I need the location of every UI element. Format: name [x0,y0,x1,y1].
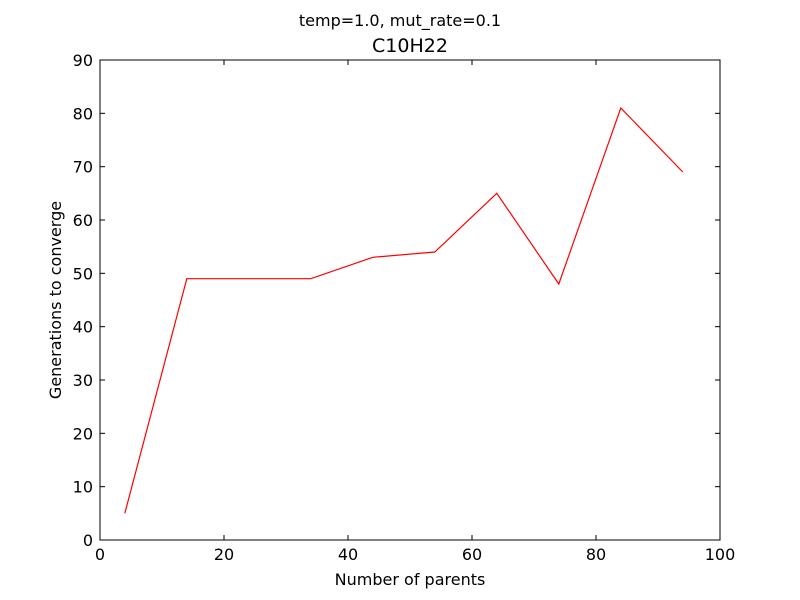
x-axis-label: Number of parents [335,570,486,589]
series-line [124,106,684,514]
y-tick-label: 40 [73,318,93,337]
chart-title: C10H22 [372,35,448,57]
y-axis-label: Generations to converge [46,201,65,399]
x-tick-label: 40 [338,545,358,564]
y-tick-label: 60 [73,211,93,230]
y-tick-label: 80 [73,104,93,123]
x-tick-label: 20 [214,545,234,564]
series-layer [124,106,684,514]
y-tick-label: 70 [73,158,93,177]
x-axis: 0 20 40 60 80 100 [95,60,735,564]
y-tick-label: 50 [73,264,93,283]
chart-suptitle: temp=1.0, mut_rate=0.1 [299,11,501,31]
x-tick-label: 100 [705,545,736,564]
y-tick-label: 20 [73,424,93,443]
plot-frame [99,59,721,541]
y-tick-label: 10 [73,478,93,497]
y-tick-label: 0 [83,531,93,550]
x-tick-label: 60 [462,545,482,564]
y-axis: 0 10 20 30 40 50 60 70 80 90 [73,51,720,550]
y-tick-label: 90 [73,51,93,70]
x-tick-label: 80 [586,545,606,564]
y-tick-label: 30 [73,371,93,390]
plot-area [99,59,721,541]
x-tick-label: 0 [95,545,105,564]
